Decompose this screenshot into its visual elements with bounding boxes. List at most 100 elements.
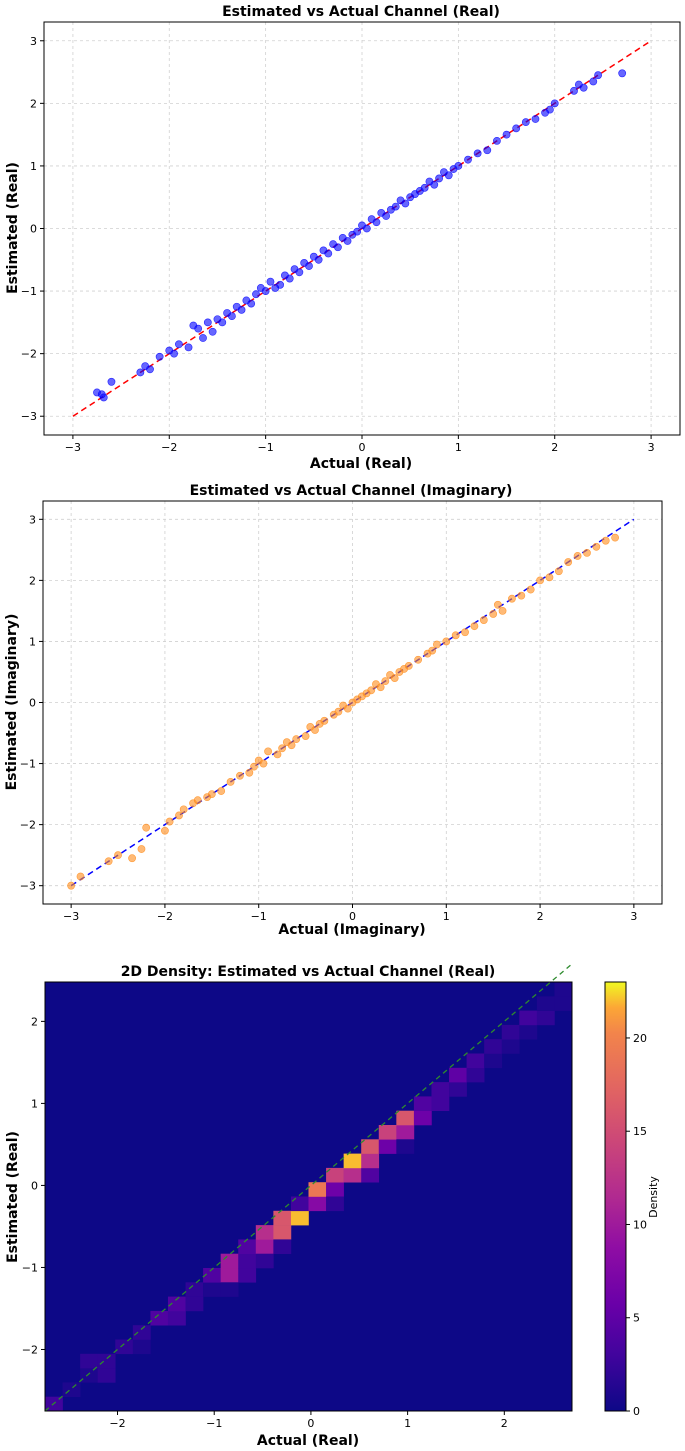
scatter-point [334,243,342,252]
heatmap-cell [431,1082,450,1097]
heatmap-cell [536,996,555,1011]
x-tick-label: 2 [501,1417,508,1430]
scatter-point [601,536,610,545]
heatmap-cell [536,1010,555,1026]
heatmap-cell [80,1353,98,1369]
heatmap-cell [554,982,573,997]
scatter-point [372,218,381,227]
heatmap-cell [413,1110,432,1126]
scatter-point [161,826,169,835]
x-tick-label: 0 [307,1417,314,1430]
scatter-point [353,227,362,236]
scatter-point [589,77,598,86]
x-tick-label: −3 [63,910,79,923]
scatter-point [444,171,453,180]
scatter-point [175,340,183,349]
scatter-point [218,318,227,327]
heatmap-cell [238,1239,257,1254]
scatter-point [247,299,256,308]
scatter-point [554,567,563,576]
y-tick-label: −3 [20,880,36,893]
colorbar-tick-label: 10 [633,1218,647,1231]
y-tick-label: 3 [29,513,36,526]
scatter-point [545,573,554,582]
heatmap-cell [396,1139,415,1154]
scatter-point [266,277,275,286]
heatmap-cell [203,1268,221,1283]
scatter-point [451,631,460,640]
scatter-point [193,796,202,805]
scatter-point [128,854,136,863]
heatmap-cell [449,1067,467,1083]
scatter-point [483,146,492,155]
scatter-point [170,349,178,358]
scatter-point [278,744,287,753]
scatter-point [428,646,437,655]
heatmap-cell [308,1182,327,1197]
y-tick-label: −1 [21,285,37,298]
scatter-point [479,616,488,624]
y-tick-label: 2 [29,574,36,587]
scatter-point [311,726,319,734]
colorbar-tick-label: 0 [633,1405,640,1418]
heatmap-cell [255,1239,274,1254]
scatter-point [433,640,441,649]
scatter-point [107,377,116,386]
scatter-point [362,224,371,233]
heatmap-cell [167,1310,186,1326]
scatter-point [217,787,226,795]
heatmap-cell [501,1024,520,1040]
chart-title: 2D Density: Estimated vs Actual Channel … [121,964,496,980]
scatter-point [594,71,602,80]
heatmap-cell [273,1239,292,1254]
x-tick-label: 0 [349,910,356,923]
heatmap-cell [343,1153,362,1169]
plot-frame [44,981,573,1412]
scatter-point [376,683,385,692]
x-tick-label: 3 [648,441,655,454]
scatter-point [314,255,323,264]
scatter-point [165,817,174,826]
scatter-point [334,707,343,716]
heatmap-cell [255,1253,274,1269]
scatter-point [414,655,423,664]
x-tick-label: 1 [404,1417,411,1430]
scatter-point [517,591,526,600]
scatter-point [430,180,439,189]
reference-line [44,963,573,1412]
y-axis-label: Estimated (Imaginary) [4,614,20,791]
y-axis-label: Estimated (Real) [5,1131,21,1263]
scatter-point [454,162,463,170]
heatmap-cells [45,982,573,1412]
reference-line [44,963,573,1412]
scatter-point [391,202,400,211]
heatmap-cell [255,1225,274,1240]
scatter-point [390,674,399,682]
y-tick-label: 3 [30,35,37,48]
heatmap-cell [326,1182,344,1197]
scatter-point [114,851,122,860]
scatter-point [512,124,521,133]
scatter-point [261,287,270,295]
heatmap-cell [97,1353,116,1369]
y-tick-label: −2 [20,819,36,832]
chart-real-scatter: Estimated vs Actual Channel (Real) −3 −2−… [5,4,681,472]
y-tick-label: −3 [21,410,37,423]
y-axis-label: Estimated (Real) [5,162,21,294]
scatter-point [521,118,530,127]
scatter-point [611,533,620,542]
scatter-point [142,823,151,832]
scatter-point [343,237,352,245]
scatter-point [259,759,268,768]
heatmap-cell [361,1153,380,1169]
heatmap-cell [290,1196,309,1212]
scatter-point [570,86,578,95]
y-tick-label: 0 [31,1179,38,1192]
heatmap-cell [80,1368,98,1383]
y-tick-label: 0 [30,223,37,236]
scatter-point [292,735,301,744]
scatter-point [526,585,535,594]
heatmap-cell [501,1039,520,1054]
scatter-point [461,628,469,637]
